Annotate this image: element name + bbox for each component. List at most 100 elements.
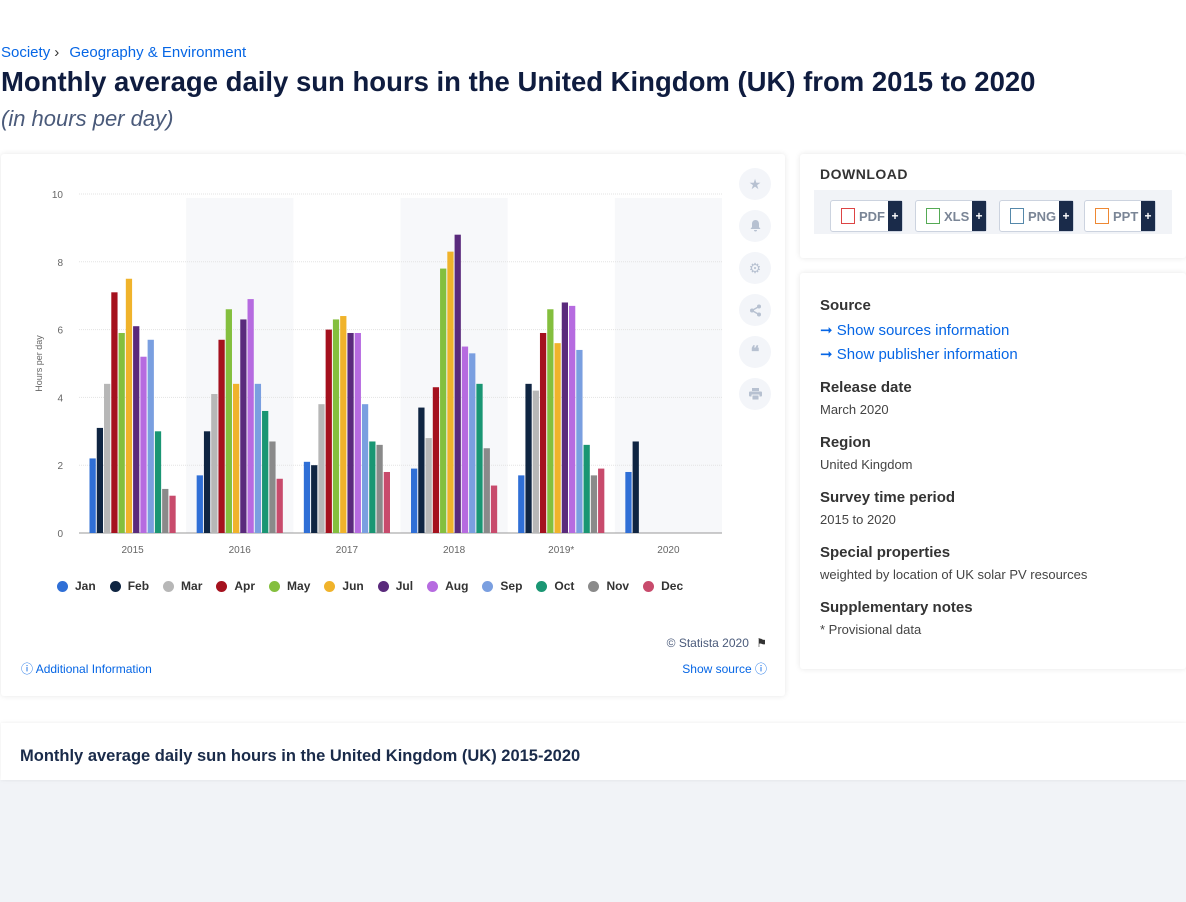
- bar-may: [332, 319, 340, 533]
- bar-jun: [447, 251, 454, 533]
- plus-icon: +: [1059, 201, 1073, 231]
- legend-label: Jan: [75, 579, 96, 593]
- bar-oct: [583, 444, 590, 533]
- bar-jun: [232, 383, 240, 533]
- download-ppt-button[interactable]: PPT +: [1084, 200, 1156, 232]
- additional-information-link[interactable]: ⓘ Additional Information: [21, 660, 152, 677]
- download-xls-label: XLS: [944, 208, 970, 224]
- quote-icon[interactable]: ❝: [739, 336, 771, 368]
- plus-icon: +: [972, 201, 986, 231]
- additional-information-label: Additional Information: [35, 662, 152, 676]
- bar-nov: [590, 475, 598, 533]
- legend-item-sep[interactable]: Sep: [482, 579, 522, 593]
- y-axis-label: Hours per day: [34, 335, 44, 392]
- y-tick-label: 8: [57, 258, 63, 269]
- survey-period-label: Survey time period: [820, 489, 956, 506]
- bar-sep: [361, 404, 369, 533]
- show-publisher-link[interactable]: ➞ Show publisher information: [820, 345, 1018, 363]
- survey-period-value: 2015 to 2020: [820, 512, 896, 527]
- legend-item-dec[interactable]: Dec: [643, 579, 683, 593]
- chart-card: 0 2 4 6 8 10 Hours per day 2015 2016 2017 2018 2019…: [1, 154, 785, 696]
- legend-item-may[interactable]: May: [269, 579, 310, 593]
- xls-file-icon: [926, 208, 940, 224]
- png-file-icon: [1010, 208, 1024, 224]
- download-xls-button[interactable]: XLS +: [915, 200, 987, 232]
- bell-icon[interactable]: [739, 210, 771, 242]
- bar-feb: [418, 407, 425, 533]
- bar-apr: [432, 387, 440, 533]
- related-statistic-title: Monthly average daily sun hours in the U…: [20, 747, 581, 765]
- bar-sep: [254, 383, 262, 533]
- bar-mar: [104, 383, 111, 533]
- breadcrumb: Society › Geography & Environment: [1, 44, 246, 61]
- lower-background: [0, 780, 1186, 902]
- bar-may: [118, 332, 125, 533]
- info-card: Source ➞ Show sources information ➞ Show…: [800, 273, 1186, 669]
- supplementary-notes-value: * Provisional data: [820, 622, 922, 637]
- y-tick-label: 10: [52, 190, 64, 201]
- bar-feb: [525, 383, 532, 533]
- bar-nov: [376, 444, 383, 533]
- legend-item-feb[interactable]: Feb: [109, 579, 150, 593]
- special-properties-value: weighted by location of UK solar PV reso…: [820, 567, 1088, 582]
- breadcrumb-geography[interactable]: Geography & Environment: [69, 44, 247, 61]
- download-pdf-button[interactable]: PDF +: [830, 200, 903, 232]
- bar-mar: [532, 390, 539, 533]
- legend-label: Jul: [395, 579, 414, 593]
- bar-sep: [147, 339, 154, 533]
- bar-jan: [196, 475, 203, 533]
- bar-jun: [554, 343, 561, 533]
- bar-dec: [276, 478, 283, 533]
- bar-oct: [154, 431, 162, 533]
- gear-icon[interactable]: ⚙: [739, 252, 771, 284]
- plus-icon: +: [1141, 201, 1155, 231]
- download-png-button[interactable]: PNG +: [999, 200, 1074, 232]
- x-tick-label: 2015: [121, 545, 144, 556]
- related-statistic-card[interactable]: Monthly average daily sun hours in the U…: [1, 723, 1186, 780]
- legend-marker: [482, 580, 494, 592]
- bar-jul: [347, 332, 354, 533]
- legend-marker: [269, 580, 281, 592]
- breadcrumb-society[interactable]: Society: [1, 44, 51, 61]
- bar-aug: [461, 346, 469, 533]
- bar-apr: [111, 292, 118, 533]
- flag-icon[interactable]: ⚑: [756, 636, 767, 650]
- legend-item-nov[interactable]: Nov: [588, 579, 629, 593]
- copyright-label: © Statista 2020: [666, 636, 749, 650]
- bar-sep: [469, 353, 476, 533]
- legend-item-mar[interactable]: Mar: [163, 579, 202, 593]
- legend-item-jul[interactable]: Jul: [377, 579, 414, 593]
- legend-item-oct[interactable]: Oct: [536, 579, 574, 593]
- legend-marker: [643, 580, 655, 592]
- legend-item-jun[interactable]: Jun: [324, 579, 364, 593]
- ppt-file-icon: [1095, 208, 1109, 224]
- bar-sep: [576, 349, 583, 533]
- legend-label: Oct: [554, 579, 575, 593]
- legend-item-jan[interactable]: Jan: [57, 579, 96, 593]
- bar-nov: [162, 488, 169, 533]
- share-icon[interactable]: [739, 294, 771, 326]
- show-source-link[interactable]: Show source ⓘ: [682, 660, 767, 677]
- bar-apr: [218, 339, 225, 533]
- region-label: Region: [820, 434, 871, 451]
- legend-marker: [324, 580, 336, 592]
- bar-dec: [169, 495, 176, 533]
- legend-marker: [377, 580, 389, 592]
- bar-feb: [632, 441, 639, 533]
- show-sources-link[interactable]: ➞ Show sources information: [820, 321, 1009, 339]
- breadcrumb-separator: ›: [54, 44, 60, 61]
- download-title: DOWNLOAD: [820, 166, 908, 182]
- legend-label: Feb: [127, 579, 150, 593]
- bar-feb: [311, 465, 318, 533]
- star-icon[interactable]: ★: [739, 168, 771, 200]
- legend-item-aug[interactable]: Aug: [427, 579, 468, 593]
- x-tick-label: 2019*: [548, 545, 574, 556]
- print-icon[interactable]: [739, 378, 771, 410]
- bar-feb: [203, 431, 211, 533]
- legend-item-apr[interactable]: Apr: [216, 579, 255, 593]
- bar-jun: [125, 278, 133, 533]
- bar-dec: [598, 468, 605, 533]
- legend-marker: [109, 580, 121, 592]
- legend-label: Aug: [445, 579, 469, 593]
- bar-apr: [539, 332, 547, 533]
